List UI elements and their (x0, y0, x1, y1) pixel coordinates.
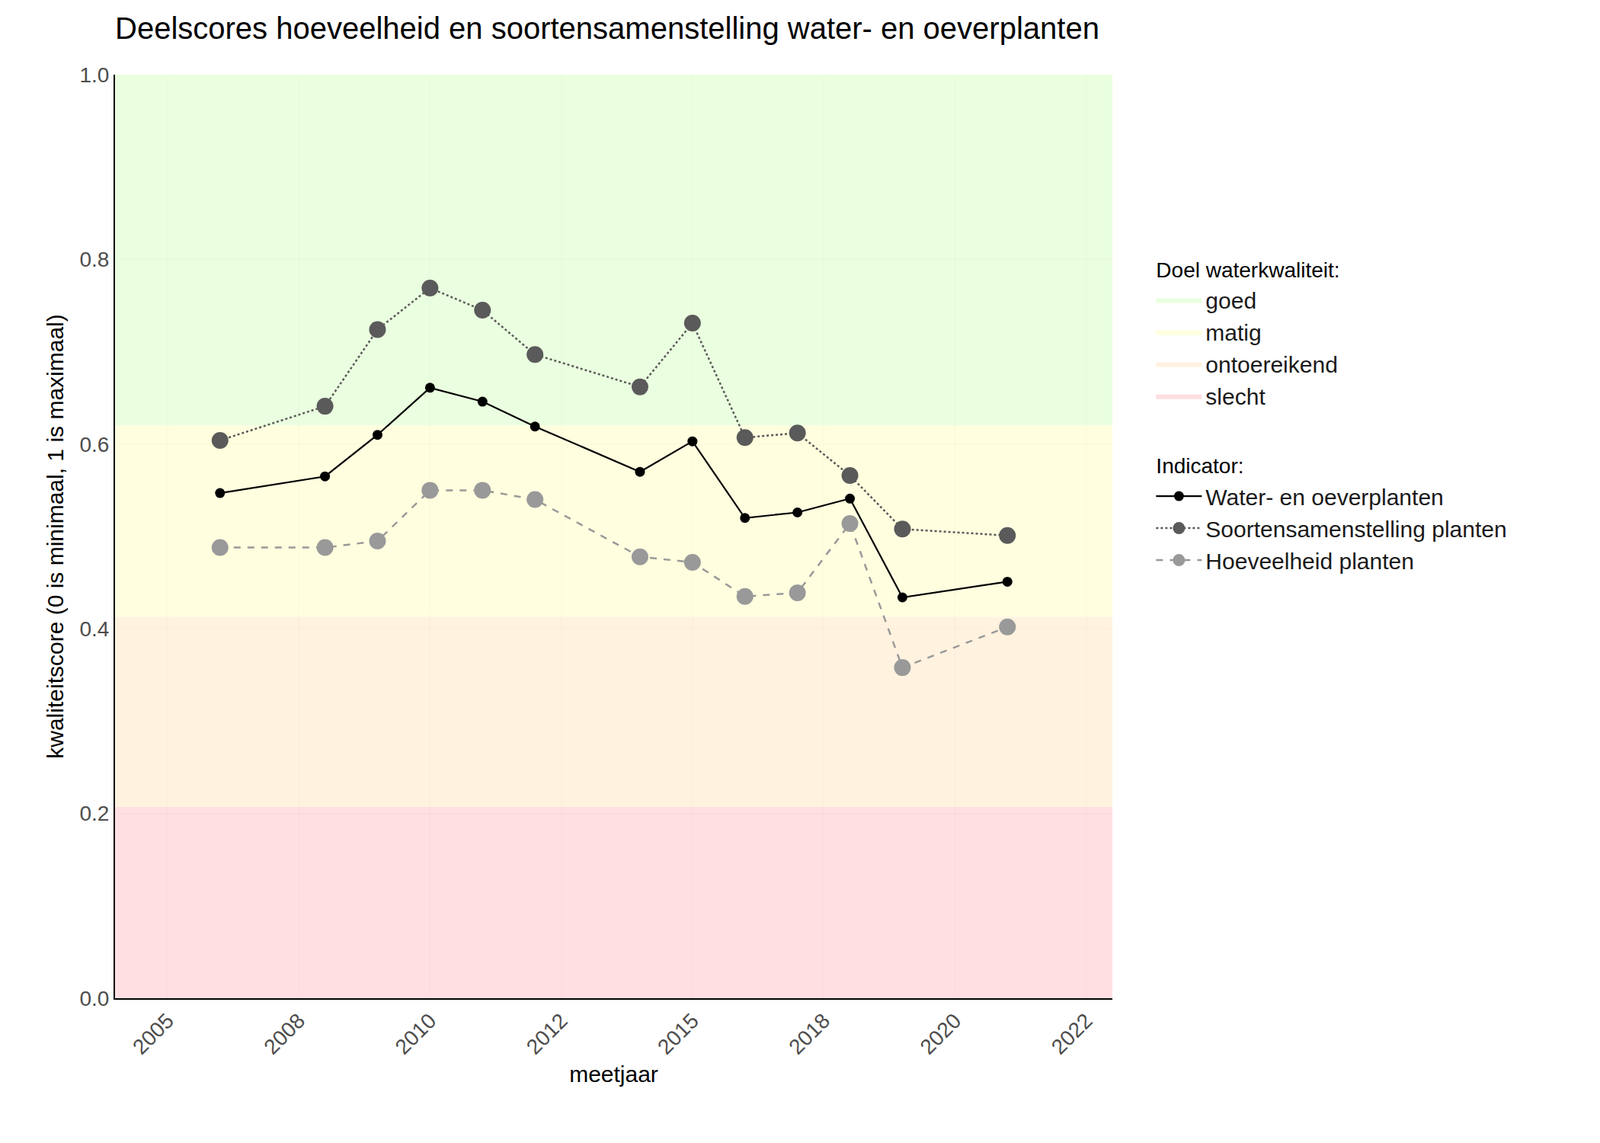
svg-text:0.2: 0.2 (79, 801, 109, 826)
svg-text:2022: 2022 (1046, 1008, 1098, 1060)
svg-text:matig: matig (1205, 320, 1261, 346)
svg-text:0.6: 0.6 (79, 432, 109, 457)
svg-text:2015: 2015 (652, 1008, 704, 1060)
svg-text:Soortensamenstelling planten: Soortensamenstelling planten (1205, 516, 1507, 542)
svg-text:slecht: slecht (1205, 384, 1266, 410)
svg-text:0.8: 0.8 (79, 247, 109, 272)
svg-text:2018: 2018 (784, 1008, 835, 1060)
svg-text:Deelscores hoeveelheid en soor: Deelscores hoeveelheid en soortensamenst… (115, 11, 1100, 45)
svg-text:1.0: 1.0 (79, 63, 109, 87)
svg-text:kwaliteitscore (0 is minimaal,: kwaliteitscore (0 is minimaal, 1 is maxi… (42, 313, 68, 759)
svg-text:2012: 2012 (521, 1008, 573, 1060)
svg-text:2005: 2005 (128, 1008, 179, 1060)
svg-text:Water- en oeverplanten: Water- en oeverplanten (1205, 484, 1444, 510)
svg-text:Doel waterkwaliteit:: Doel waterkwaliteit: (1155, 258, 1340, 282)
svg-text:ontoereikend: ontoereikend (1205, 352, 1338, 378)
svg-text:Indicator:: Indicator: (1155, 454, 1244, 478)
svg-text:2020: 2020 (915, 1008, 966, 1060)
svg-text:0.0: 0.0 (79, 986, 109, 1011)
svg-text:meetjaar: meetjaar (569, 1061, 659, 1087)
svg-text:2008: 2008 (259, 1008, 310, 1060)
svg-text:Hoeveelheid planten: Hoeveelheid planten (1205, 548, 1415, 574)
svg-text:goed: goed (1205, 288, 1257, 314)
svg-text:2010: 2010 (390, 1008, 442, 1060)
svg-text:0.4: 0.4 (79, 617, 109, 641)
